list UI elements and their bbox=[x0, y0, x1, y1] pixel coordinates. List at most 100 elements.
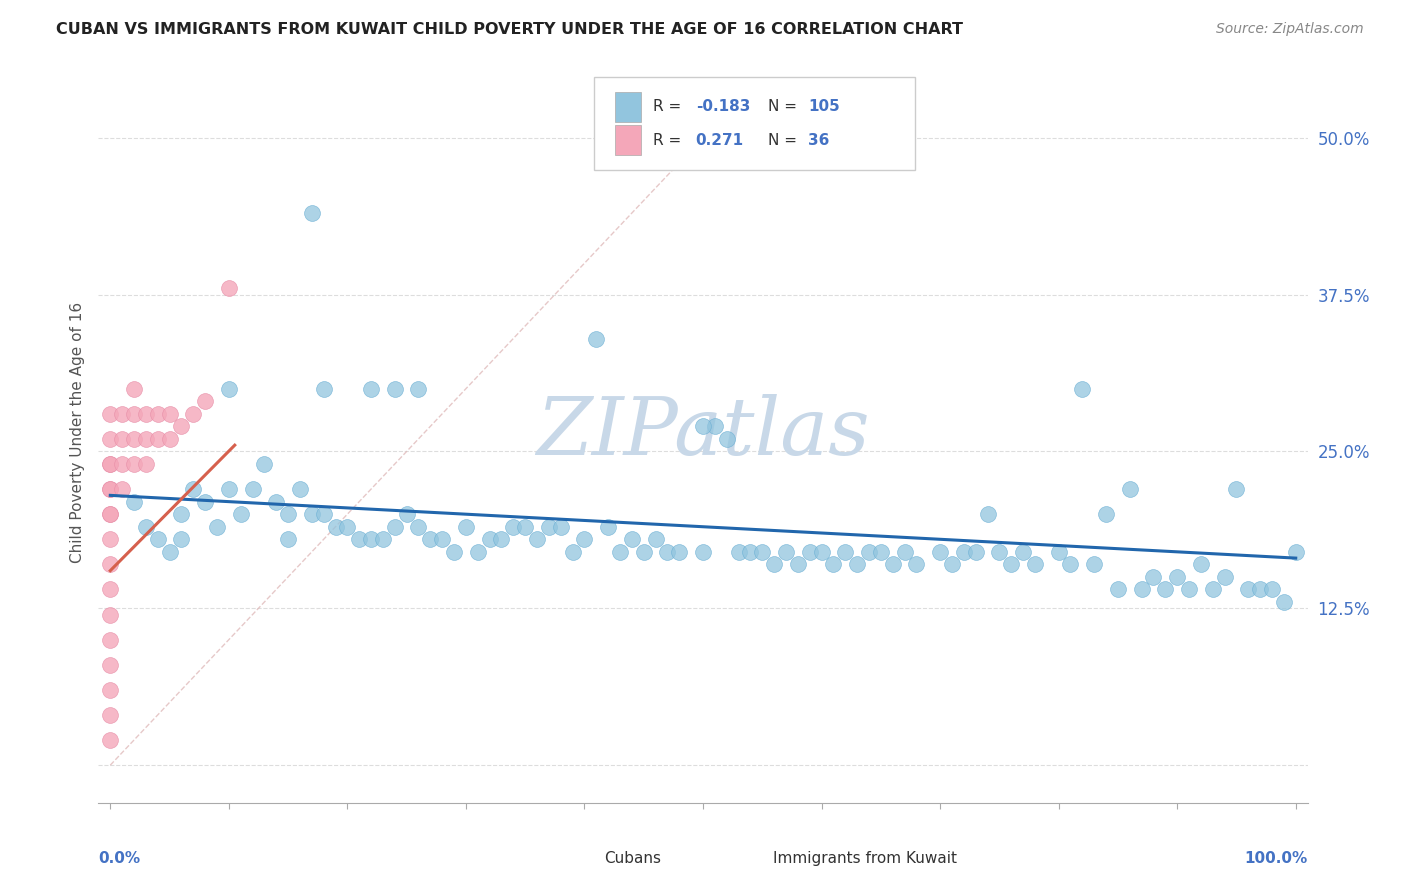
Point bbox=[288, 482, 311, 496]
Point bbox=[98, 632, 121, 647]
Text: R =: R = bbox=[654, 133, 686, 148]
Point bbox=[218, 382, 240, 396]
Point bbox=[98, 457, 121, 471]
Point bbox=[111, 457, 134, 471]
Point bbox=[146, 533, 169, 547]
Point bbox=[1095, 507, 1118, 521]
Point bbox=[1213, 570, 1236, 584]
Text: 100.0%: 100.0% bbox=[1244, 851, 1308, 866]
Point bbox=[98, 432, 121, 446]
Point bbox=[526, 533, 548, 547]
Point bbox=[98, 607, 121, 622]
Point bbox=[98, 533, 121, 547]
Point bbox=[620, 533, 643, 547]
Point bbox=[515, 520, 537, 534]
Point bbox=[1083, 558, 1105, 572]
Point bbox=[135, 432, 157, 446]
Point bbox=[1272, 595, 1295, 609]
Text: ZIPatlas: ZIPatlas bbox=[536, 394, 870, 471]
Point bbox=[598, 520, 620, 534]
Text: -0.183: -0.183 bbox=[696, 99, 751, 114]
Point bbox=[609, 545, 631, 559]
Text: Cubans: Cubans bbox=[603, 851, 661, 866]
Point bbox=[98, 407, 121, 421]
Point bbox=[98, 457, 121, 471]
Point bbox=[159, 407, 181, 421]
Y-axis label: Child Poverty Under the Age of 16: Child Poverty Under the Age of 16 bbox=[69, 302, 84, 563]
Point bbox=[408, 520, 430, 534]
Point bbox=[170, 419, 193, 434]
Point bbox=[229, 507, 252, 521]
Point bbox=[1261, 582, 1284, 597]
Text: 0.0%: 0.0% bbox=[98, 851, 141, 866]
Point bbox=[869, 545, 891, 559]
Point bbox=[218, 482, 240, 496]
Point bbox=[170, 507, 193, 521]
Point bbox=[111, 407, 134, 421]
Point bbox=[360, 382, 382, 396]
Point bbox=[941, 558, 963, 572]
Point bbox=[478, 533, 501, 547]
Point bbox=[181, 407, 204, 421]
Text: N =: N = bbox=[768, 133, 803, 148]
Point bbox=[98, 582, 121, 597]
Point bbox=[347, 533, 370, 547]
Point bbox=[893, 545, 915, 559]
Point bbox=[253, 457, 276, 471]
Text: 0.271: 0.271 bbox=[696, 133, 744, 148]
Point bbox=[135, 520, 157, 534]
Point bbox=[1012, 545, 1035, 559]
Point bbox=[1154, 582, 1177, 597]
Point bbox=[443, 545, 465, 559]
Text: 36: 36 bbox=[808, 133, 830, 148]
Point bbox=[502, 520, 524, 534]
Point bbox=[1059, 558, 1081, 572]
Point bbox=[823, 558, 845, 572]
Point bbox=[763, 558, 786, 572]
Point bbox=[312, 382, 335, 396]
Point bbox=[384, 382, 406, 396]
Point bbox=[98, 708, 121, 723]
Text: N =: N = bbox=[768, 99, 803, 114]
Point bbox=[1249, 582, 1271, 597]
Text: R =: R = bbox=[654, 99, 686, 114]
Point bbox=[751, 545, 773, 559]
Point bbox=[1142, 570, 1164, 584]
Point bbox=[181, 482, 204, 496]
Point bbox=[786, 558, 808, 572]
Point bbox=[1130, 582, 1153, 597]
Point bbox=[1000, 558, 1022, 572]
Point bbox=[1119, 482, 1142, 496]
Point bbox=[929, 545, 952, 559]
Point bbox=[159, 545, 181, 559]
Point bbox=[194, 494, 217, 508]
Point bbox=[703, 419, 725, 434]
Point bbox=[716, 432, 738, 446]
Point bbox=[371, 533, 394, 547]
Point bbox=[1202, 582, 1225, 597]
Point bbox=[301, 206, 323, 220]
Point bbox=[98, 733, 121, 747]
Point bbox=[574, 533, 596, 547]
Point bbox=[1047, 545, 1070, 559]
Point bbox=[1107, 582, 1129, 597]
Point bbox=[98, 482, 121, 496]
Point bbox=[1237, 582, 1260, 597]
Text: 105: 105 bbox=[808, 99, 839, 114]
Point bbox=[727, 545, 749, 559]
Point bbox=[965, 545, 987, 559]
Point bbox=[135, 457, 157, 471]
Point bbox=[242, 482, 264, 496]
Point bbox=[122, 382, 145, 396]
Point bbox=[561, 545, 583, 559]
Point bbox=[740, 545, 762, 559]
Point bbox=[467, 545, 489, 559]
Point bbox=[858, 545, 880, 559]
Point bbox=[122, 407, 145, 421]
Point bbox=[408, 382, 430, 396]
Point bbox=[325, 520, 347, 534]
Point bbox=[98, 657, 121, 672]
Point bbox=[657, 545, 679, 559]
Point bbox=[98, 558, 121, 572]
Point bbox=[1024, 558, 1046, 572]
